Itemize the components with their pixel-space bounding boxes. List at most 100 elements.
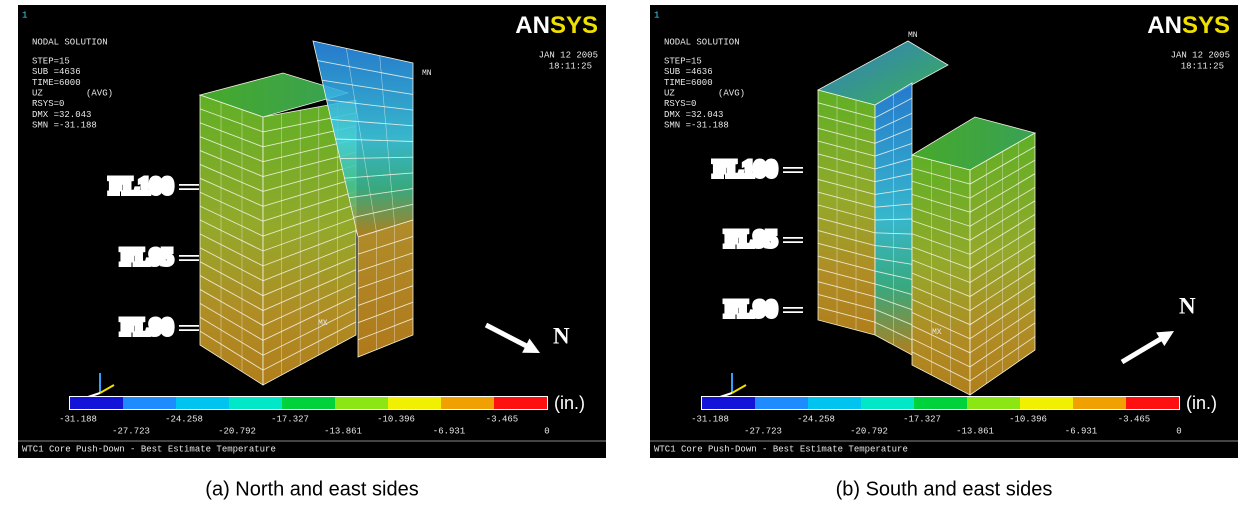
floor-line [357, 301, 414, 324]
colorbar-level: -20.792 [850, 426, 888, 436]
solution-info: UZ (AVG) [32, 88, 113, 98]
floor-line [262, 164, 357, 192]
floor-line [199, 261, 264, 297]
floor-line [262, 308, 357, 356]
colorbar-level: -17.327 [903, 414, 941, 424]
floor-line [817, 102, 876, 119]
floor-line [911, 312, 971, 340]
floor-line [262, 256, 357, 297]
floor-line [199, 122, 264, 148]
solution-info: STEP=15 [32, 56, 70, 66]
colorbar-level: -31.188 [691, 414, 729, 424]
floor-line [817, 127, 876, 144]
floor-line [911, 220, 971, 241]
floor-line [357, 285, 414, 306]
column-line [379, 55, 395, 226]
figure-caption: (a) North and east sides [205, 478, 418, 500]
floor-line [262, 269, 357, 311]
window-index: 1 [22, 10, 27, 20]
unit-label: (in.) [1186, 393, 1217, 413]
ansys-logo: ANSYS [1147, 12, 1230, 39]
floor-line [817, 294, 876, 310]
colorbar-segment [1126, 397, 1179, 409]
floor-line [262, 204, 357, 237]
floor-line [817, 115, 876, 131]
ansys-logo: ANSYS [515, 12, 598, 39]
colorbar-segment [388, 397, 441, 409]
solution-info: SUB =4636 [664, 67, 713, 77]
floor-line [357, 236, 414, 255]
floor-line [335, 138, 414, 142]
floor-line [339, 156, 414, 160]
building-face [911, 154, 971, 396]
floor-line [911, 285, 971, 312]
north-arrowhead [1156, 331, 1174, 347]
unit-label: (in.) [554, 393, 585, 413]
floor-line [817, 191, 876, 208]
solution-info: SMN =-31.188 [32, 121, 97, 131]
floor-line [199, 233, 264, 267]
north-label: N [1179, 293, 1196, 318]
logo-part: SYS [550, 12, 598, 39]
colorbar-level: -13.861 [324, 426, 362, 436]
floor-line [199, 108, 264, 133]
solution-info: TIME=6000 [32, 78, 81, 88]
colorbar-level: -10.396 [377, 414, 415, 424]
floor-line [317, 60, 414, 80]
floor-line [911, 351, 971, 382]
colorbar-segment [229, 397, 282, 409]
colorbar-level: -27.723 [744, 426, 782, 436]
floor-line [326, 99, 414, 111]
floor-label: FL100 [713, 156, 777, 181]
floor-label: FL100 [109, 173, 173, 198]
colorbar-segment [702, 397, 755, 409]
max-marker: MX [318, 319, 328, 328]
floor-line [199, 191, 264, 222]
floor-line [262, 243, 357, 282]
solution-info: STEP=15 [664, 56, 702, 66]
floor-line [357, 318, 414, 341]
floor-line [911, 233, 971, 255]
colorbar-segment [176, 397, 229, 409]
north-arrowhead [522, 338, 540, 353]
colorbar-level: 0 [1176, 426, 1181, 436]
plot-date: JAN 12 2005 [1171, 50, 1230, 60]
floor-line [199, 219, 264, 252]
colorbar-segment [70, 397, 123, 409]
floor-line [262, 295, 357, 341]
floor-line [330, 118, 414, 127]
floor-line [911, 272, 971, 297]
floor-line [262, 321, 357, 371]
floor-line [348, 188, 414, 199]
footer-title: WTC1 Core Push-Down - Best Estimate Temp… [654, 444, 908, 454]
floor-line [817, 230, 876, 246]
floor-line [911, 167, 971, 185]
colorbar-level: -20.792 [218, 426, 256, 436]
north-arrow [484, 322, 533, 351]
floor-line [262, 282, 357, 326]
floor-line [817, 306, 876, 323]
floor-label: FL95 [121, 244, 173, 269]
floor-line [911, 246, 971, 269]
floor-line [817, 217, 876, 234]
floor-line [321, 79, 414, 95]
floor-line [199, 136, 264, 163]
colorbar-segment [967, 397, 1020, 409]
floor-line [911, 193, 971, 213]
colorbar-segment [755, 397, 808, 409]
logo-part: SYS [1182, 12, 1230, 39]
floor-line [199, 177, 264, 207]
plot-date: JAN 12 2005 [539, 50, 598, 60]
colorbar-level: -10.396 [1009, 414, 1047, 424]
north-label: N [553, 323, 570, 348]
solution-info: RSYS=0 [664, 99, 696, 109]
colorbar-segment [123, 397, 176, 409]
floor-line [911, 180, 971, 199]
floor-line [817, 140, 876, 157]
result-title: NODAL SOLUTION [664, 37, 740, 47]
column-line [346, 48, 377, 232]
colorbar-segment [1020, 397, 1073, 409]
plot-time: 18:11:25 [549, 61, 592, 71]
